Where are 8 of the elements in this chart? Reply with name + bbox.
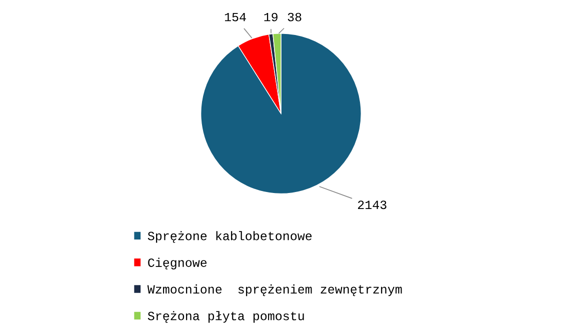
data-label: 154 — [224, 12, 246, 22]
data-label: 2143 — [358, 200, 386, 210]
legend-label: Wzmocnione sprężeniem zewnętrznym — [147, 284, 402, 296]
legend-label: Sprężone kablobetonowe — [148, 231, 312, 243]
data-label: 38 — [288, 12, 302, 22]
legend-label: Srężona płyta pomostu — [148, 311, 304, 323]
legend-label: Cięgnowe — [148, 258, 207, 270]
data-label: 19 — [264, 12, 278, 22]
